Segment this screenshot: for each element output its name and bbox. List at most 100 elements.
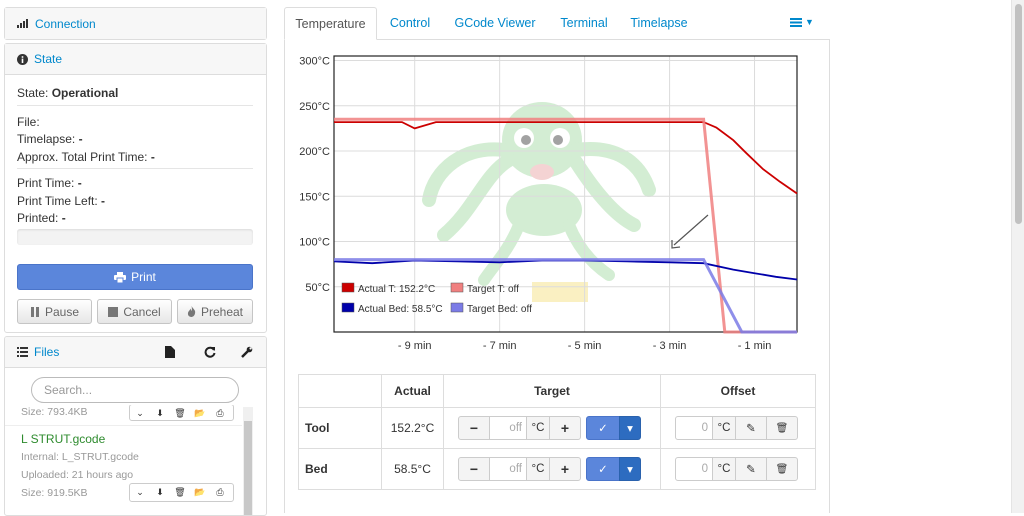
x-tick-label: - 5 min: [568, 340, 602, 350]
file-label: File:: [17, 114, 40, 129]
timelapse-label: Timelapse:: [17, 132, 76, 146]
table-header-row: Actual Target Offset: [298, 374, 816, 408]
file-actions: ⌄ ⬇ 🗑 📂 ⎙: [129, 405, 234, 421]
cancel-button[interactable]: Cancel: [97, 299, 172, 324]
col-header-actual: Actual: [381, 374, 444, 408]
connection-title: Connection: [35, 16, 96, 31]
pencil-icon: ✎: [746, 464, 756, 476]
decrease-button[interactable]: −: [458, 416, 490, 440]
plus-icon: +: [560, 461, 570, 477]
file-name[interactable]: L STRUT.gcode: [21, 432, 106, 446]
wrench-icon[interactable]: [241, 346, 253, 358]
trash-icon[interactable]: 🗑: [174, 407, 186, 418]
state-header[interactable]: State: [5, 44, 266, 75]
tab-temperature[interactable]: Temperature: [284, 7, 377, 40]
approx-time-row: Approx. Total Print Time: -: [17, 149, 253, 167]
download-icon[interactable]: ⬇: [156, 407, 164, 418]
tab-timelapse[interactable]: Timelapse: [630, 16, 688, 30]
offset-input[interactable]: 0: [675, 416, 713, 440]
print-button-label: Print: [131, 270, 156, 284]
target-controls-tool: − off °C + ✓ ▾: [443, 407, 661, 449]
print-icon[interactable]: ⎙: [216, 487, 224, 497]
set-target-button[interactable]: ✓: [586, 416, 620, 440]
files-header[interactable]: Files: [5, 337, 266, 368]
target-presets-dropdown[interactable]: ▾: [619, 416, 641, 440]
file-list: Size: 793.4KB ⌄ ⬇ 🗑 📂 ⎙ L STRUT.gcode Intern…: [5, 405, 242, 515]
x-tick-label: - 7 min: [483, 340, 517, 350]
x-axis: - 9 min - 7 min - 5 min - 3 min - 1 min: [398, 340, 771, 350]
series-line-3: [334, 258, 797, 334]
set-target-button[interactable]: ✓: [586, 457, 620, 481]
edit-offset-button[interactable]: ✎: [735, 457, 767, 481]
folder-open-icon[interactable]: 📂: [194, 407, 206, 418]
x-tick-label: - 9 min: [398, 340, 432, 350]
legend-swatch: [450, 302, 464, 313]
page-scrollbar[interactable]: [1011, 0, 1024, 513]
target-input[interactable]: off: [489, 457, 527, 481]
octoprint-logo-icon: [422, 102, 656, 302]
list-item[interactable]: Size: 793.4KB ⌄ ⬇ 🗑 📂 ⎙: [5, 405, 242, 426]
offset-controls-tool: 0 °C ✎ 🗑: [660, 407, 816, 449]
printed-value: -: [61, 211, 66, 225]
preheat-button[interactable]: Preheat: [177, 299, 253, 324]
print-icon[interactable]: ⎙: [216, 407, 224, 418]
unit-label: °C: [526, 457, 550, 481]
tabs-overflow-menu[interactable]: ▼: [790, 17, 814, 27]
increase-button[interactable]: +: [549, 416, 581, 440]
connection-header[interactable]: Connection: [5, 8, 266, 39]
increase-button[interactable]: +: [549, 457, 581, 481]
print-time-left-row: Print Time Left: -: [17, 193, 253, 211]
pause-button[interactable]: Pause: [17, 299, 92, 324]
file-actions: ⌄ ⬇ 🗑 📂 ⎙: [129, 483, 234, 502]
print-time-left-label: Print Time Left:: [17, 193, 98, 208]
connection-panel: Connection: [4, 7, 267, 40]
state-title: State: [34, 52, 63, 66]
files-panel: Files Search... Size: 793.4KB ⌄ ⬇ 🗑 📂 ⎙ L ST…: [4, 336, 267, 516]
row-actual-tool: 152.2°C: [381, 407, 444, 449]
minus-icon: −: [469, 461, 479, 477]
series-line-0: [334, 121, 798, 195]
printed-label: Printed:: [17, 211, 59, 225]
new-file-icon[interactable]: [165, 346, 175, 358]
trash-icon: 🗑: [775, 463, 789, 475]
cancel-button-label: Cancel: [123, 304, 161, 319]
tab-control[interactable]: Control: [389, 16, 431, 30]
search-input[interactable]: Search...: [31, 377, 239, 403]
trash-icon: 🗑: [775, 422, 789, 434]
y-tick-label: 50°C: [305, 282, 330, 294]
reset-offset-button[interactable]: 🗑: [766, 416, 798, 440]
tab-terminal[interactable]: Terminal: [560, 16, 608, 30]
print-time-value: -: [77, 176, 82, 190]
y-tick-label: 200°C: [299, 146, 330, 158]
decrease-button[interactable]: −: [458, 457, 490, 481]
flame-icon: [187, 306, 196, 317]
list-item[interactable]: L STRUT.gcode Internal: L_STRUT.gcode Up…: [5, 429, 242, 515]
download-icon[interactable]: ⬇: [156, 487, 164, 497]
target-input[interactable]: off: [489, 416, 527, 440]
tab-gcode-viewer[interactable]: GCode Viewer: [454, 16, 536, 30]
select-icon[interactable]: ⌄: [136, 487, 144, 497]
page-scroll-thumb[interactable]: [1015, 4, 1022, 224]
reset-offset-button[interactable]: 🗑: [766, 457, 798, 481]
print-button[interactable]: Print: [17, 264, 253, 290]
col-header-name: [298, 374, 382, 408]
offset-input[interactable]: 0: [675, 457, 713, 481]
table-row: Bed 58.5°C − off °C + ✓ ▾ 0 °C ✎ 🗑: [298, 448, 816, 490]
edit-offset-button[interactable]: ✎: [735, 416, 767, 440]
caret-down-icon: ▾: [627, 423, 633, 435]
refresh-icon[interactable]: [204, 346, 216, 358]
progress-bar: [17, 229, 253, 245]
target-presets-dropdown[interactable]: ▾: [619, 457, 641, 481]
chart-legend: Actual T: 152.2°C Target T: off Actual Bed…: [341, 282, 532, 315]
select-icon[interactable]: ⌄: [136, 407, 144, 418]
x-tick-label: - 3 min: [653, 340, 687, 350]
file-list-scroll-thumb[interactable]: [244, 421, 252, 515]
timelapse-value: -: [78, 132, 83, 146]
legend-label: Actual T: 152.2°C: [358, 284, 435, 295]
state-label: State:: [17, 86, 49, 100]
trash-icon[interactable]: 🗑: [174, 487, 186, 497]
folder-open-icon[interactable]: 📂: [194, 487, 206, 497]
file-list-scrollbar[interactable]: [243, 407, 253, 515]
x-tick-label: - 1 min: [738, 340, 772, 350]
y-tick-label: 300°C: [299, 56, 330, 68]
